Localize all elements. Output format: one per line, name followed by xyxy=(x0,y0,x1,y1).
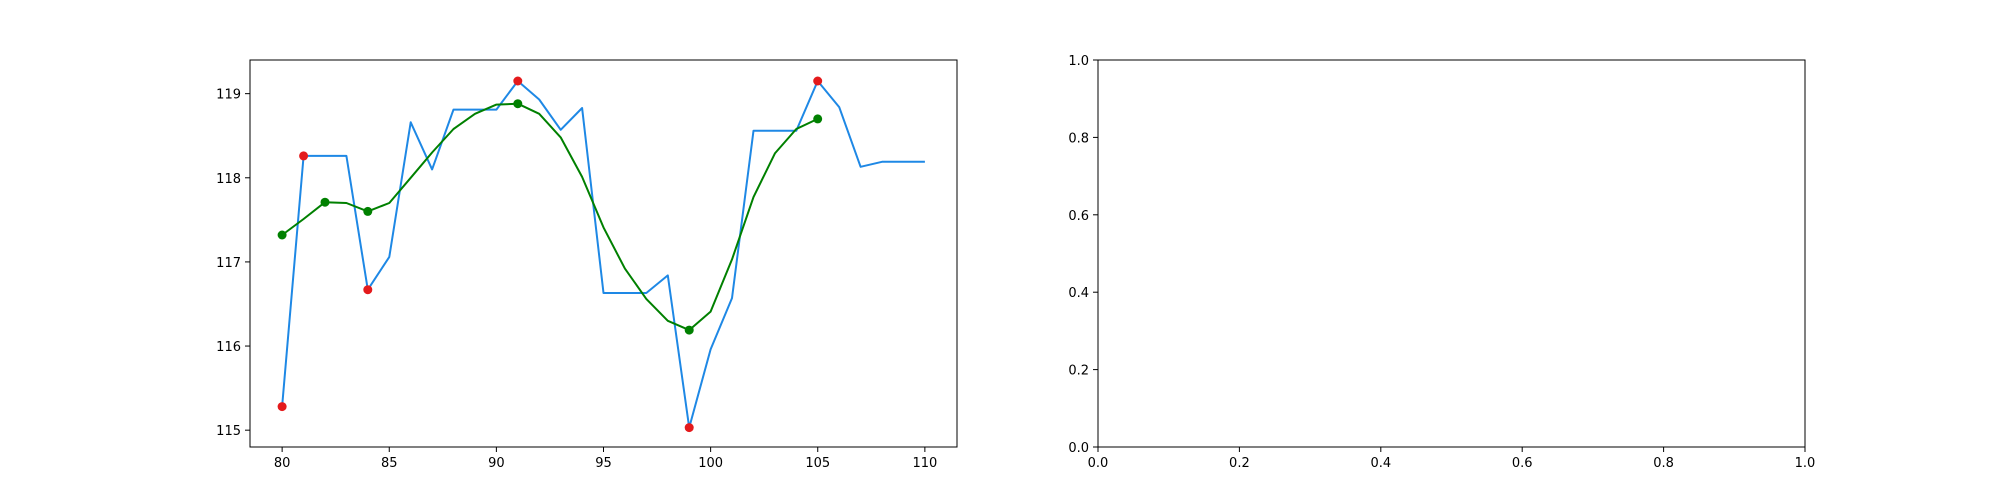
x-tick-label: 110 xyxy=(912,456,937,471)
series-3-point xyxy=(320,197,330,207)
x-tick-label: 0.6 xyxy=(1512,456,1533,471)
series-2-point xyxy=(363,285,373,295)
x-tick-label: 105 xyxy=(805,456,830,471)
axes-frame xyxy=(1097,59,1806,448)
x-tick-label: 0.8 xyxy=(1653,456,1674,471)
series-2-point xyxy=(513,76,523,86)
x-tick-label: 0.0 xyxy=(1088,456,1109,471)
y-tick-label: 115 xyxy=(216,424,241,439)
left-plot: 80 85 90 95 100 105 110 115 116 117 118 119 xyxy=(216,59,958,471)
y-tick-label: 116 xyxy=(216,340,241,355)
y-tick-label: 1.0 xyxy=(1068,54,1089,69)
x-tick-label: 90 xyxy=(488,456,505,471)
series-2-point xyxy=(277,402,287,412)
series-3-point xyxy=(684,325,694,335)
right-plot: 0.0 0.2 0.4 0.6 0.8 1.0 0.0 0.2 0.4 0.6 0.8 1.0 xyxy=(1068,54,1815,471)
y-tick-label: 119 xyxy=(216,88,241,103)
series-2-point xyxy=(813,76,823,86)
y-tick-label: 0.0 xyxy=(1068,441,1089,456)
x-tick-label: 0.4 xyxy=(1370,456,1391,471)
x-tick-label: 80 xyxy=(274,456,291,471)
x-tick-label: 0.2 xyxy=(1229,456,1250,471)
series-3-point xyxy=(513,99,523,109)
x-tick-label: 85 xyxy=(381,456,398,471)
y-tick-label: 0.8 xyxy=(1068,131,1089,146)
x-tick-label: 1.0 xyxy=(1795,456,1816,471)
series-2-point xyxy=(299,151,309,161)
y-tick-label: 117 xyxy=(216,256,241,271)
series-2-point xyxy=(684,423,694,433)
y-tick-label: 0.4 xyxy=(1068,286,1089,301)
series-3-point xyxy=(277,230,287,240)
y-tick-label: 0.6 xyxy=(1068,209,1089,224)
y-tick-label: 118 xyxy=(216,172,241,187)
x-tick-label: 95 xyxy=(595,456,612,471)
y-tick-label: 0.2 xyxy=(1068,364,1089,379)
x-tick-label: 100 xyxy=(698,456,723,471)
series-3-point xyxy=(813,114,823,124)
series-3-point xyxy=(363,206,373,216)
